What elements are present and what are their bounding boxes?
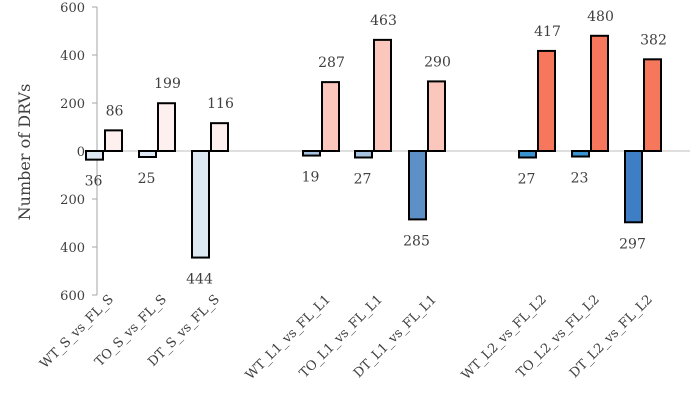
y-axis-title: Number of DRVs [15, 84, 34, 221]
up-bar [321, 81, 340, 152]
y-tick-label: 0 [77, 145, 85, 160]
up-bar [157, 102, 176, 152]
up-bar [210, 122, 229, 153]
up-value-label: 290 [424, 54, 451, 70]
down-value-label: 27 [354, 171, 372, 187]
down-value-label: 25 [138, 171, 156, 187]
labels-layer: 8636WT_S_vs_FL_S19925TO_S_vs_FL_S116444D… [37, 9, 667, 383]
up-value-label: 86 [106, 103, 124, 119]
down-value-label: 297 [619, 236, 646, 252]
up-bar [373, 38, 392, 153]
y-tick-label: 200 [60, 97, 85, 112]
down-bar [408, 150, 427, 221]
up-value-label: 287 [318, 55, 345, 71]
up-value-label: 480 [587, 9, 614, 25]
down-bar [624, 150, 643, 224]
down-value-label: 285 [403, 233, 430, 249]
up-value-label: 417 [534, 24, 561, 40]
up-bar [427, 80, 446, 152]
down-value-label: 444 [186, 272, 213, 288]
down-value-label: 27 [518, 171, 536, 187]
up-value-label: 463 [370, 13, 397, 29]
y-tick-label: 600 [60, 289, 85, 304]
category-label: WT_L1_vs_FL_L1 [243, 292, 334, 383]
y-tick-label: 400 [60, 49, 85, 64]
down-value-label: 19 [302, 170, 320, 186]
y-tick-label: 600 [60, 1, 85, 16]
down-bar [302, 150, 321, 157]
up-value-label: 199 [154, 76, 181, 92]
down-bar [138, 150, 157, 158]
bars-layer [85, 34, 662, 259]
down-bar [354, 150, 373, 159]
up-bar [643, 58, 662, 152]
up-value-label: 116 [207, 96, 234, 112]
up-value-label: 382 [640, 32, 667, 48]
up-bar [590, 34, 609, 152]
y-tick-label: 200 [60, 193, 85, 208]
up-bar [537, 49, 556, 152]
down-bar [85, 150, 104, 161]
category-label: WT_L2_vs_FL_L2 [459, 292, 550, 383]
down-value-label: 23 [571, 171, 589, 187]
down-bar [191, 150, 210, 259]
down-bar [571, 150, 590, 158]
y-tick-label: 400 [60, 241, 85, 256]
up-bar [104, 129, 123, 152]
down-value-label: 36 [85, 174, 103, 190]
down-bar [518, 150, 537, 159]
